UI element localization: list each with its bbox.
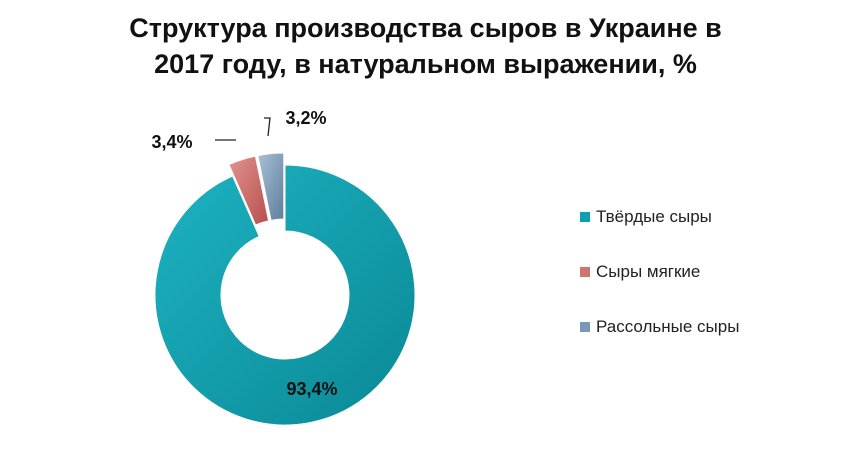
legend-swatch-soft-cheese bbox=[580, 267, 590, 277]
legend-item-hard-cheese: Твёрдые сыры bbox=[580, 207, 712, 227]
slice-hard-cheese bbox=[154, 164, 416, 426]
data-label-soft-cheese: 3,4% bbox=[151, 132, 192, 152]
legend-item-soft-cheese: Сыры мягкие bbox=[580, 262, 700, 282]
legend-item-brine-cheese: Рассольные сыры bbox=[580, 317, 739, 337]
data-label-hard-cheese: 93,4% bbox=[286, 379, 337, 399]
slice-brine-cheese bbox=[257, 152, 285, 221]
legend-swatch-hard-cheese bbox=[580, 212, 590, 222]
legend-label-brine-cheese: Рассольные сыры bbox=[596, 317, 740, 336]
labels-layer: 93,4% 3,4% 3,2% bbox=[151, 108, 337, 399]
slice-soft-cheese bbox=[228, 155, 270, 226]
legend-label-soft-cheese: Сыры мягкие bbox=[596, 262, 701, 281]
legend-swatch-brine-cheese bbox=[580, 322, 590, 332]
chart-title: Структура производства сыров в Украине в… bbox=[0, 10, 851, 82]
data-label-brine-cheese: 3,2% bbox=[285, 108, 326, 128]
slices-layer bbox=[154, 152, 416, 426]
legend-label-hard-cheese: Твёрдые сыры bbox=[596, 207, 712, 226]
chart-title-line-2: 2017 году, в натуральном выражении, % bbox=[154, 49, 697, 79]
chart-title-line-1: Структура производства сыров в Украине в bbox=[129, 13, 722, 43]
leader-line-2 bbox=[264, 117, 271, 137]
